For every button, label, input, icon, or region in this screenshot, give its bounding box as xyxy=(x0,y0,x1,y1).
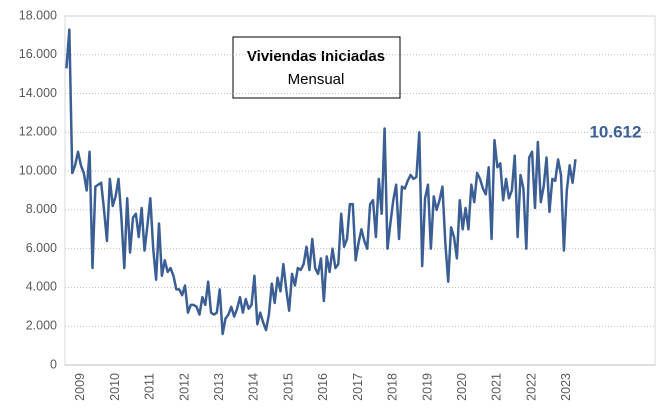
y-tick-label: 18.000 xyxy=(19,8,57,22)
x-tick-label: 2016 xyxy=(316,373,330,401)
x-tick-label: 2013 xyxy=(212,373,226,401)
x-tick-label: 2009 xyxy=(73,373,87,401)
data-line xyxy=(65,28,577,336)
x-tick-label: 2010 xyxy=(108,373,122,401)
y-tick-label: 2.000 xyxy=(26,319,57,333)
x-tick-label: 2022 xyxy=(524,373,538,401)
y-tick-label: 10.000 xyxy=(19,163,57,177)
x-tick-label: 2014 xyxy=(247,373,261,401)
y-tick-label: 8.000 xyxy=(26,202,57,216)
y-tick-label: 4.000 xyxy=(26,280,57,294)
y-tick-label: 14.000 xyxy=(19,86,57,100)
x-tick-label: 2015 xyxy=(281,373,295,401)
x-tick-label: 2021 xyxy=(490,373,504,401)
y-tick-label: 6.000 xyxy=(26,241,57,255)
chart-title: Viviendas Iniciadas xyxy=(247,48,385,65)
x-tick-label: 2017 xyxy=(351,373,365,401)
value-label: 10.612 xyxy=(589,123,641,142)
x-tick-label: 2023 xyxy=(559,373,573,401)
x-tick-label: 2012 xyxy=(177,373,191,401)
x-tick-label: 2011 xyxy=(143,373,157,400)
x-tick-label: 2018 xyxy=(386,373,400,401)
y-tick-label: 16.000 xyxy=(19,47,57,61)
chart-subtitle: Mensual xyxy=(288,71,345,88)
y-tick-label: 12.000 xyxy=(19,125,57,139)
title-box xyxy=(232,36,401,99)
y-tick-label: 0 xyxy=(50,357,57,371)
x-tick-label: 2019 xyxy=(420,373,434,401)
x-tick-label: 2020 xyxy=(455,373,469,401)
